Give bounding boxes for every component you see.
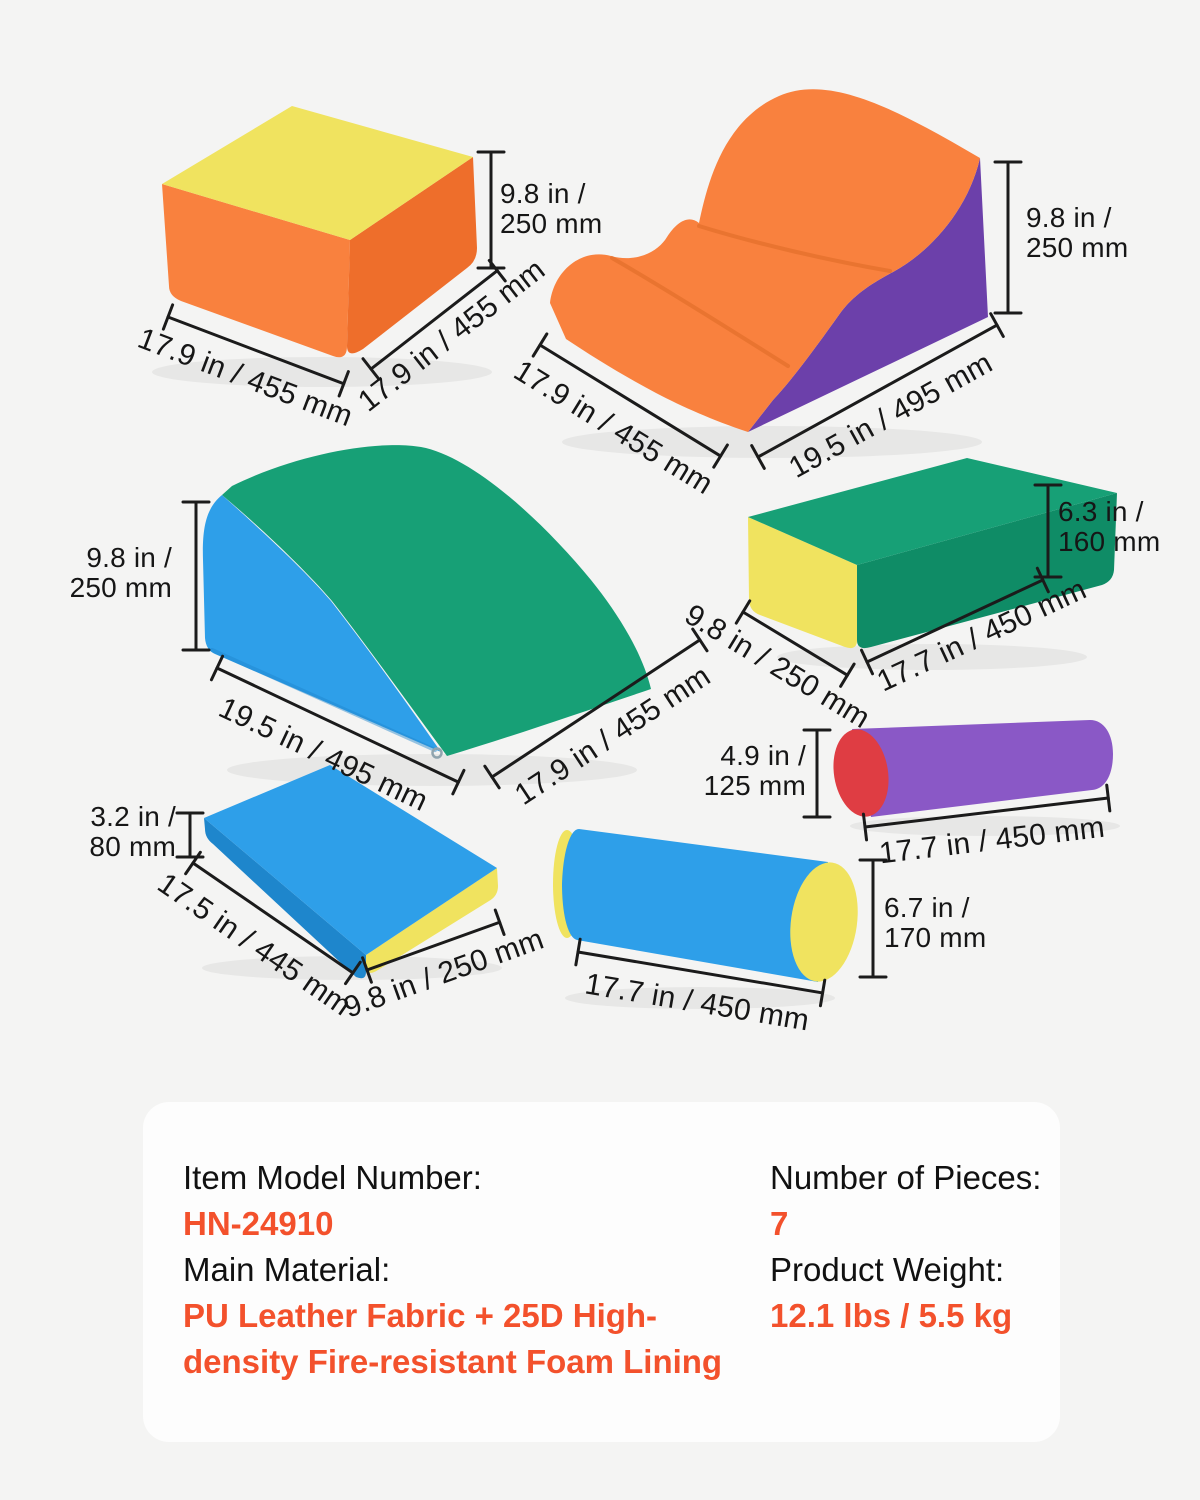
purple-roller-illustration	[833, 720, 1113, 817]
square-block-illustration	[162, 106, 477, 358]
weight-label: Product Weight:	[770, 1251, 1005, 1288]
slide-height-dimension-label: 9.8 in /250 mm	[69, 542, 172, 603]
item-model-value: HN-24910	[183, 1205, 334, 1242]
blue-roller-height-dimension-line	[858, 858, 888, 979]
blue-roller-illustration	[553, 829, 858, 982]
slide-height-dimension-line	[181, 500, 211, 652]
wave-climber-illustration	[550, 89, 988, 433]
mat-right-dimension-line	[361, 908, 506, 984]
info-column-right: Number of Pieces: 7 Product Weight: 12.1…	[770, 1155, 1050, 1339]
slide-wedge-illustration	[202, 445, 651, 759]
weight-value: 12.1 lbs / 5.5 kg	[770, 1297, 1013, 1334]
blue-roller-length-dimension-line	[574, 937, 827, 1008]
wave-front-dimension-line	[531, 332, 729, 469]
wave-height-dimension-label: 9.8 in /250 mm	[1026, 202, 1129, 263]
brick-right-dimension-line	[860, 566, 1050, 676]
info-column-left: Item Model Number: HN-24910 Main Materia…	[183, 1155, 758, 1385]
main-material-label: Main Material:	[183, 1251, 391, 1288]
cube-height-dimension-label: 9.8 in /250 mm	[500, 178, 603, 239]
cube-front-dimension-line	[161, 303, 350, 398]
purple-roller-height-dimension-line	[802, 728, 832, 819]
wave-height-dimension-line	[993, 160, 1023, 315]
slide-front-dimension-line	[209, 654, 466, 796]
flat-mat-illustration	[204, 765, 498, 979]
product-info-card: Item Model Number: HN-24910 Main Materia…	[143, 1102, 1060, 1442]
cube-height-dimension-line	[476, 150, 506, 270]
brick-height-dimension-label: 6.3 in /160 mm	[1058, 496, 1161, 557]
pieces-value: 7	[770, 1205, 789, 1242]
brick-left-dimension-line	[734, 599, 856, 688]
purple-roller-height-dimension-label: 4.9 in /125 mm	[703, 740, 806, 801]
cube-side-dimension-line	[361, 258, 507, 381]
mat-height-dimension-line	[175, 811, 205, 859]
rectangle-block-illustration	[748, 458, 1117, 649]
main-material-value: PU Leather Fabric + 25D High-density Fir…	[183, 1297, 723, 1380]
slide-side-dimension-line	[483, 627, 709, 790]
mat-left-dimension-line	[184, 850, 362, 986]
item-model-label: Item Model Number:	[183, 1159, 482, 1196]
mat-height-dimension-label: 3.2 in /80 mm	[89, 801, 176, 862]
pieces-label: Number of Pieces:	[770, 1159, 1042, 1196]
foam-blocks-artwork	[152, 89, 1120, 1009]
purple-roller-length-dimension-line	[861, 783, 1112, 842]
blue-roller-height-dimension-label: 6.7 in /170 mm	[884, 892, 987, 953]
wave-side-dimension-line	[750, 312, 1005, 470]
brick-height-dimension-line	[1033, 483, 1063, 579]
